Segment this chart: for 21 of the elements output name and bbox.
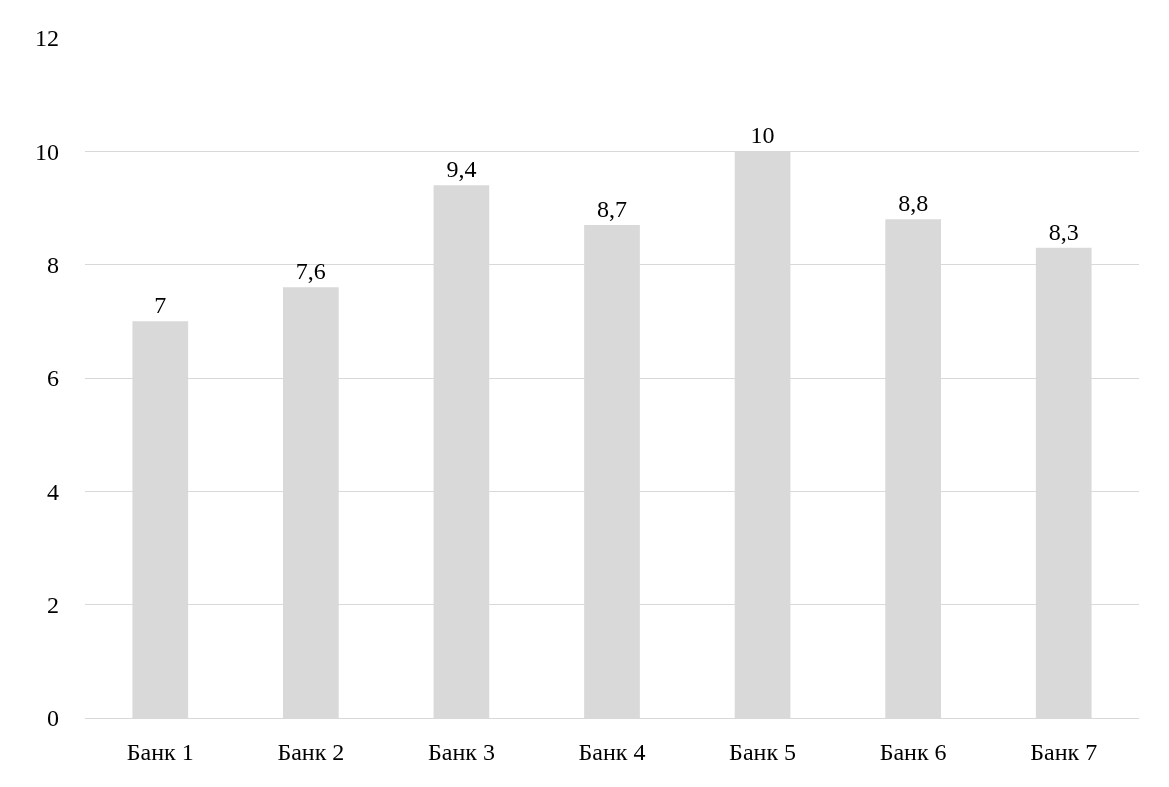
data-label: 10 [750,122,775,149]
y-tick-label: 10 [35,138,59,165]
x-tick-label: Банк 7 [1030,738,1098,765]
y-tick-label: 6 [47,365,59,392]
x-tick-label: Банк 3 [427,738,495,765]
data-label: 8,8 [898,190,929,217]
y-tick-label: 12 [35,25,59,52]
data-label: 7 [154,292,167,319]
x-tick-label: Банк 4 [578,738,646,765]
y-tick-label: 4 [47,478,59,505]
data-label: 9,4 [446,156,477,183]
y-tick-label: 2 [47,592,59,619]
data-label: 8,3 [1048,218,1079,245]
data-label: 8,7 [597,196,627,222]
data-label: 7,6 [295,258,326,285]
x-tick-label: Банк 5 [729,738,797,765]
y-tick-label: 0 [47,705,59,732]
x-tick-label: Банк 1 [126,738,194,765]
x-tick-label: Банк 6 [879,738,947,765]
x-tick-label: Банк 2 [277,738,345,765]
y-tick-label: 8 [47,252,59,279]
